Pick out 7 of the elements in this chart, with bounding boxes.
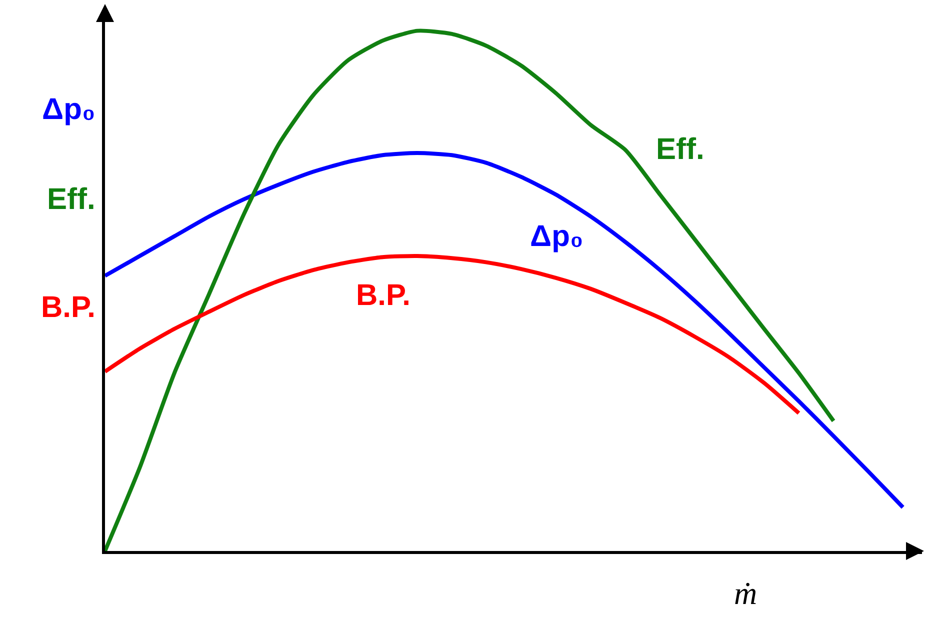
text: Eff. [47,183,96,216]
series-label: Δp₀ [530,220,584,253]
text: Δp₀ [42,93,96,126]
text: B.P. [41,291,96,324]
series-label: Eff. [656,133,704,166]
x-axis-title: ṁ [734,575,758,611]
series-label: B.P. [356,279,410,312]
